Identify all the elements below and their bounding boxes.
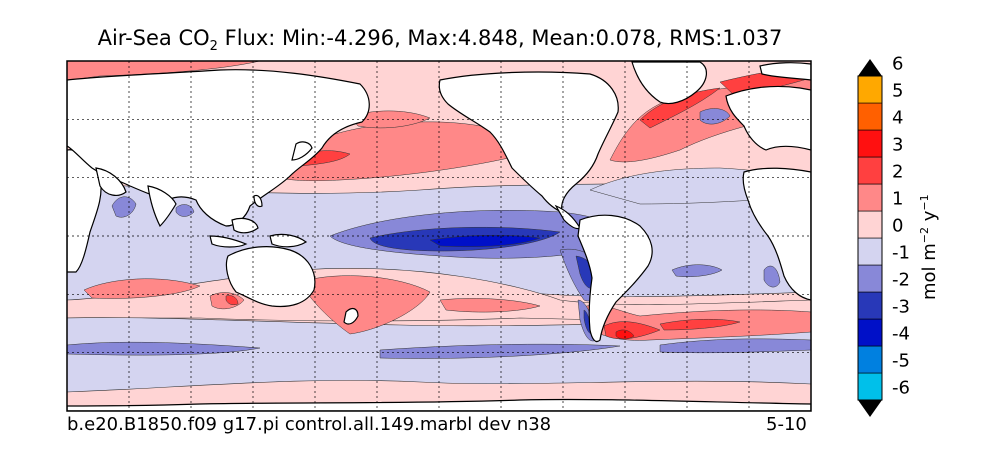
land-greenland [631, 61, 707, 105]
ocean-southern-streak-b [379, 343, 621, 359]
period-label: 5-10 [766, 414, 807, 435]
land-south-america [577, 214, 653, 343]
unit-mid: y [919, 210, 940, 227]
map-frame [66, 60, 812, 412]
colorbar-outline [857, 75, 883, 401]
arabian-sea-negative [111, 196, 137, 218]
land-eurasia [67, 69, 370, 227]
colorbar-tick-label: -5 [892, 351, 910, 372]
land-north-america [438, 71, 619, 213]
colorbar: -6 -5 -4 -3 -2 -1 0 1 2 3 4 5 6 [857, 54, 910, 417]
bay-of-bengal-negative [175, 204, 195, 217]
title-subscript: 2 [209, 39, 218, 55]
benguela-negative [763, 265, 781, 288]
south-indian-positive [83, 278, 201, 299]
land-india [147, 185, 177, 228]
unit-exp-1: −2 [918, 226, 931, 244]
title-stats: Flux: Min:-4.296, Max:4.848, Mean:0.078,… [224, 26, 783, 50]
unit-prefix: mol m [919, 243, 940, 300]
colorbar-extend-low [858, 400, 882, 417]
colorbar-segment [857, 183, 883, 212]
colorbar-tick-label: 4 [892, 108, 903, 129]
chart-title: Air-Sea CO2 Flux: Min:-4.296, Max:4.848,… [0, 26, 880, 54]
land-arabia [95, 167, 127, 196]
colorbar-tick-label: -4 [892, 324, 910, 345]
land-scandinavia [759, 62, 811, 81]
colorbar-segment [857, 210, 883, 239]
colorbar-tick-label: 5 [892, 81, 903, 102]
south-pacific-positive [439, 298, 541, 313]
colorbar-extend-high [858, 59, 882, 76]
colorbar-segment [857, 318, 883, 347]
colorbar-tick-label: -3 [892, 297, 910, 318]
colorbar-segment [857, 102, 883, 131]
colorbar-unit-label: mol m−2 y−1 [918, 194, 940, 300]
unit-exp-2: −1 [918, 194, 931, 211]
colorbar-segment [857, 345, 883, 374]
title-main: Air-Sea CO [97, 26, 210, 50]
tasman-positive [299, 275, 431, 335]
greenland-sea-negative [699, 108, 731, 125]
land-australia [225, 246, 316, 308]
colorbar-segment [857, 291, 883, 320]
land-borneo [231, 217, 259, 234]
colorbar-segment [857, 237, 883, 266]
patagonia-strongest [615, 329, 635, 340]
land-africa-west [742, 167, 811, 301]
ocean-southern-streak-a [67, 341, 261, 356]
land-philippines [253, 194, 263, 208]
colorbar-tick-label: -1 [892, 243, 910, 264]
colorbar-tick-label: 0 [892, 216, 903, 237]
case-label: b.e20.B1850.f09 g17.pi control.all.149.m… [67, 414, 552, 435]
land-new-guinea [269, 233, 308, 248]
land-sumatra [209, 235, 248, 248]
map-area [67, 61, 811, 411]
colorbar-segment [857, 75, 883, 104]
colorbar-segment [857, 264, 883, 293]
gridlines [67, 61, 811, 411]
colorbar-tick-label: 3 [892, 135, 903, 156]
land-japan [291, 141, 313, 161]
colorbar-tick-label: 1 [892, 189, 903, 210]
colorbar-tick-label: -6 [892, 378, 910, 399]
colorbar-tick-label: 2 [892, 162, 903, 183]
colorbar-segment [857, 129, 883, 158]
colorbar-tick-label: 6 [892, 54, 903, 75]
south-west-australia-strong [225, 295, 239, 306]
colorbar-segment [857, 372, 883, 401]
land-new-zealand [343, 307, 359, 325]
colorbar-tick-label: -2 [892, 270, 910, 291]
land-europe [725, 85, 811, 151]
south-atlantic-negative [671, 264, 723, 277]
north-atlantic-strong-positive [639, 87, 721, 129]
colorbar-segment [857, 156, 883, 185]
patagonia-strong-2 [659, 318, 741, 331]
